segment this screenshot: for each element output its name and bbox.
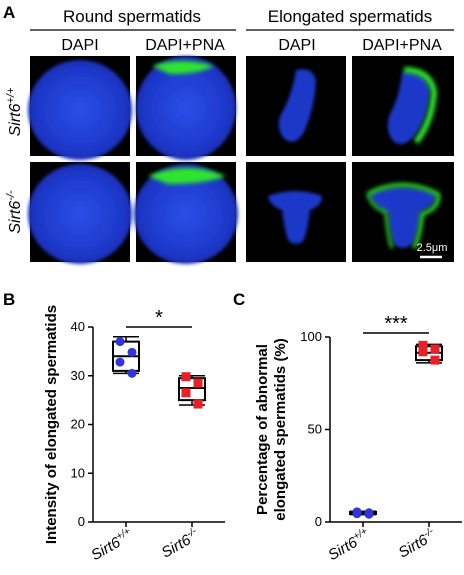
data-point bbox=[193, 399, 203, 409]
micrograph-ko-round-dapi bbox=[28, 162, 132, 264]
group-label-round: Round spermatids bbox=[63, 7, 201, 26]
chart-c: 0 50 100 Percentage of abnormalelongated sp… bbox=[254, 313, 462, 564]
micrograph-ko-elongated-dapi-pna: 2.5μm bbox=[352, 162, 454, 262]
micrograph-wt-elongated-dapi-pna bbox=[352, 56, 454, 156]
data-point bbox=[193, 378, 203, 388]
data-point bbox=[181, 372, 191, 382]
y-tick-label: 50 bbox=[308, 422, 322, 437]
panel-c-letter: C bbox=[233, 290, 245, 309]
data-point bbox=[418, 340, 428, 350]
y-tick-label: 100 bbox=[300, 329, 322, 344]
micrograph-wt-round-dapi-pna bbox=[136, 56, 236, 160]
y-axis-label: Intensity of elongated spermatids bbox=[43, 305, 60, 544]
data-point bbox=[127, 368, 137, 378]
x-tick-label: Sirt6-/- bbox=[158, 526, 202, 562]
data-point bbox=[430, 344, 440, 354]
significance-label: * bbox=[155, 307, 163, 329]
data-point bbox=[352, 507, 362, 517]
scale-bar-label: 2.5μm bbox=[417, 242, 448, 254]
micrograph-grid: 2.5μm bbox=[28, 56, 454, 264]
micrograph-ko-round-dapi-pna bbox=[134, 162, 238, 264]
micrograph-wt-round-dapi bbox=[28, 56, 132, 160]
x-tick-label: Sirt6+/+ bbox=[325, 526, 373, 564]
box bbox=[178, 377, 206, 402]
panel-a-letter: A bbox=[3, 3, 15, 22]
y-tick-label: 0 bbox=[78, 514, 85, 529]
data-point bbox=[364, 509, 374, 519]
chart-b: 0 10 20 30 40 Intensity of elongated spermati… bbox=[43, 305, 225, 564]
data-point bbox=[127, 347, 137, 357]
significance-label: *** bbox=[384, 313, 408, 335]
column-label-dapi-pna-round: DAPI+PNA bbox=[145, 37, 225, 54]
row-label-knockout: Sirt6-/- bbox=[5, 190, 24, 234]
row-label-wildtype: Sirt6+/+ bbox=[5, 87, 24, 136]
column-label-dapi-round: DAPI bbox=[61, 37, 98, 54]
y-axis-label: Percentage of abnormalelongated spermati… bbox=[254, 338, 289, 521]
data-point bbox=[115, 357, 125, 367]
y-tick-label: 0 bbox=[315, 514, 322, 529]
y-tick-label: 20 bbox=[71, 417, 85, 432]
data-point bbox=[115, 337, 125, 347]
data-point bbox=[430, 355, 440, 365]
x-tick-label: Sirt6+/+ bbox=[88, 526, 136, 564]
y-tick-label: 30 bbox=[71, 368, 85, 383]
y-tick-label: 10 bbox=[71, 465, 85, 480]
column-label-dapi-elongated: DAPI bbox=[278, 37, 315, 54]
group-label-elongated: Elongated spermatids bbox=[268, 7, 432, 26]
micrograph-ko-elongated-dapi bbox=[246, 162, 346, 262]
data-point bbox=[181, 388, 191, 398]
panel-b-letter: B bbox=[3, 290, 15, 309]
x-tick-label: Sirt6-/- bbox=[395, 526, 439, 562]
column-label-dapi-pna-elongated: DAPI+PNA bbox=[362, 37, 442, 54]
data-point bbox=[418, 347, 428, 357]
y-tick-label: 40 bbox=[71, 319, 85, 334]
micrograph-wt-elongated-dapi bbox=[246, 56, 346, 156]
